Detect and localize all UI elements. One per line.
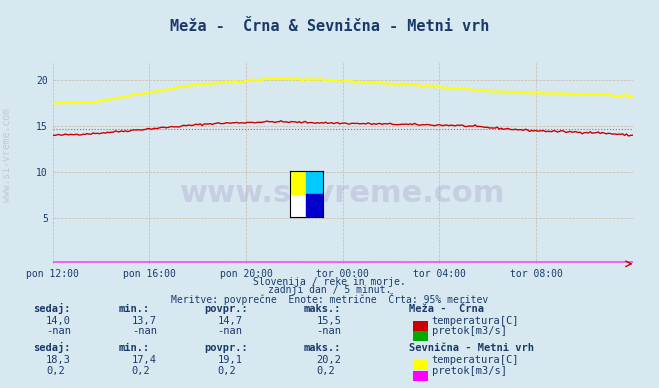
Text: -nan: -nan: [217, 326, 243, 336]
Text: sedaj:: sedaj:: [33, 342, 71, 353]
Text: 0,2: 0,2: [46, 366, 65, 376]
Text: povpr.:: povpr.:: [204, 343, 248, 353]
Text: 14,7: 14,7: [217, 316, 243, 326]
Text: Sevnična - Metni vrh: Sevnična - Metni vrh: [409, 343, 534, 353]
Text: 19,1: 19,1: [217, 355, 243, 365]
Text: 13,7: 13,7: [132, 316, 157, 326]
Text: zadnji dan / 5 minut.: zadnji dan / 5 minut.: [268, 285, 391, 295]
Bar: [306, 194, 323, 217]
Text: Meža -  Črna: Meža - Črna: [409, 304, 484, 314]
Text: sedaj:: sedaj:: [33, 303, 71, 314]
Text: -nan: -nan: [316, 326, 341, 336]
Bar: [290, 171, 306, 194]
Text: temperatura[C]: temperatura[C]: [432, 355, 519, 365]
Text: -nan: -nan: [132, 326, 157, 336]
Text: pretok[m3/s]: pretok[m3/s]: [432, 366, 507, 376]
Text: povpr.:: povpr.:: [204, 304, 248, 314]
Text: min.:: min.:: [119, 304, 150, 314]
Text: www.si-vreme.com: www.si-vreme.com: [1, 108, 12, 202]
Text: Meža -  Črna & Sevnična - Metni vrh: Meža - Črna & Sevnična - Metni vrh: [170, 19, 489, 35]
Text: maks.:: maks.:: [303, 343, 341, 353]
Text: 0,2: 0,2: [217, 366, 236, 376]
Text: Slovenija / reke in morje.: Slovenija / reke in morje.: [253, 277, 406, 288]
Text: 17,4: 17,4: [132, 355, 157, 365]
Text: www.si-vreme.com: www.si-vreme.com: [180, 179, 505, 208]
Text: -nan: -nan: [46, 326, 71, 336]
Text: 0,2: 0,2: [316, 366, 335, 376]
Text: 15,5: 15,5: [316, 316, 341, 326]
Text: maks.:: maks.:: [303, 304, 341, 314]
Text: min.:: min.:: [119, 343, 150, 353]
Bar: [306, 171, 323, 194]
Text: 0,2: 0,2: [132, 366, 150, 376]
Text: Meritve: povprečne  Enote: metrične  Črta: 95% meritev: Meritve: povprečne Enote: metrične Črta:…: [171, 293, 488, 305]
Text: 20,2: 20,2: [316, 355, 341, 365]
Text: temperatura[C]: temperatura[C]: [432, 316, 519, 326]
Text: pretok[m3/s]: pretok[m3/s]: [432, 326, 507, 336]
Text: 18,3: 18,3: [46, 355, 71, 365]
Text: 14,0: 14,0: [46, 316, 71, 326]
